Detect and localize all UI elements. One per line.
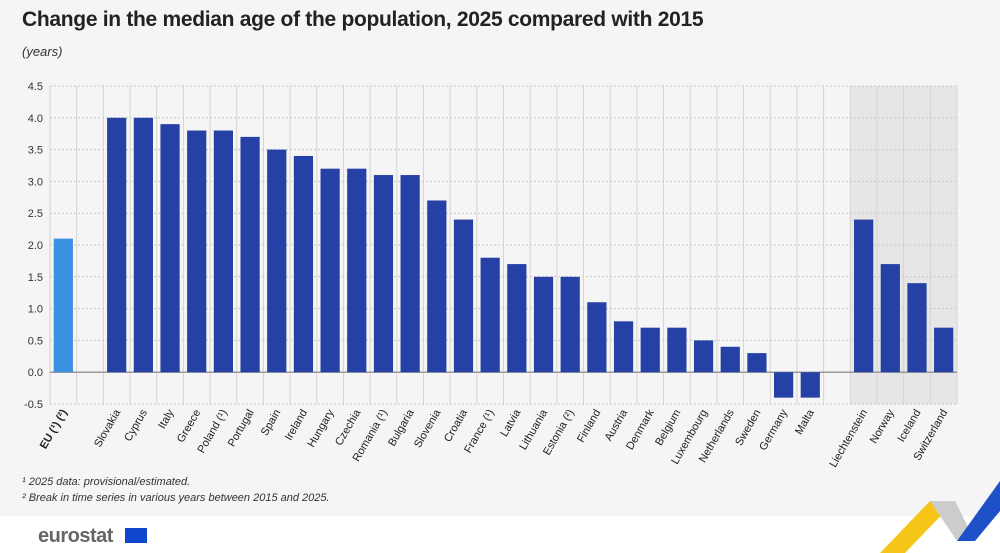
- bar-slovenia: [427, 200, 447, 373]
- bar-sweden: [747, 353, 767, 373]
- x-tick-label: Norway: [868, 407, 897, 446]
- bar-switzerland: [934, 327, 954, 373]
- bar-lithuania: [533, 276, 554, 373]
- bar-bulgaria: [400, 175, 420, 373]
- eu-flag-icon: [125, 528, 147, 543]
- footnote-2: ² Break in time series in various years …: [22, 492, 330, 504]
- bar-ireland: [293, 155, 314, 373]
- bar-romania: [373, 175, 394, 373]
- bar-poland: [213, 130, 234, 373]
- x-tick-label: Italy: [156, 407, 177, 431]
- bar-portugal: [240, 136, 260, 373]
- y-tick-label: -0.5: [24, 399, 43, 411]
- x-tick-label: EU (¹) (²): [38, 407, 70, 451]
- bar-liechtenstein: [854, 219, 874, 373]
- x-tick-label: Hungary: [306, 407, 337, 449]
- chart-title: Change in the median age of the populati…: [22, 8, 704, 31]
- bar-greece: [187, 130, 207, 373]
- footer: [0, 481, 1000, 553]
- y-tick-label: 2.0: [28, 240, 43, 252]
- x-tick-label: Slovakia: [92, 407, 124, 450]
- bar-estonia: [560, 276, 580, 373]
- y-tick-label: 3.0: [28, 176, 43, 188]
- bar-malta: [800, 372, 820, 398]
- bar-croatia: [453, 219, 474, 373]
- x-tick-label: Slovenia: [412, 407, 444, 450]
- bar-netherlands: [720, 346, 740, 373]
- x-tick-label: Cyprus: [122, 407, 150, 444]
- x-tick-label: Greece: [175, 408, 203, 445]
- y-tick-label: 4.0: [28, 113, 43, 125]
- y-axis-unit: (years): [22, 44, 63, 59]
- x-tick-label: Spain: [259, 408, 283, 438]
- bar-spain: [267, 149, 287, 373]
- bar-finland: [587, 302, 607, 373]
- y-tick-label: 4.5: [28, 81, 43, 93]
- y-tick-label: 0.5: [28, 335, 43, 347]
- y-tick-label: 2.5: [28, 208, 43, 220]
- bar-luxembourg: [693, 340, 714, 373]
- bar-belgium: [667, 327, 687, 373]
- bar-italy: [160, 124, 180, 373]
- x-tick-label: Iceland: [895, 408, 923, 445]
- bar-slovakia: [107, 117, 127, 373]
- y-tick-label: 0.0: [28, 367, 43, 379]
- bar-latvia: [507, 264, 527, 373]
- y-tick-label: 1.5: [28, 272, 43, 284]
- eurostat-decoration-icon: [880, 481, 1000, 553]
- bar-cyprus: [133, 117, 153, 373]
- footnote-1: ¹ 2025 data: provisional/estimated.: [22, 476, 191, 488]
- bar-france: [480, 257, 500, 373]
- x-tick-label: Finland: [575, 408, 603, 445]
- y-tick-label: 3.5: [28, 145, 43, 157]
- x-tick-label: Croatia: [442, 407, 471, 444]
- x-tick-label: Austria: [603, 407, 631, 443]
- eurostat-logo: eurostat: [38, 525, 113, 547]
- bar-czechia: [347, 168, 367, 373]
- x-tick-label: Malta: [793, 407, 817, 437]
- x-tick-label: Latvia: [498, 407, 524, 439]
- y-tick-label: 1.0: [28, 304, 43, 316]
- bar-austria: [613, 321, 634, 373]
- bar-denmark: [640, 327, 660, 373]
- bar-germany: [773, 372, 794, 398]
- bar-iceland: [907, 283, 927, 373]
- bar-norway: [880, 264, 900, 373]
- x-tick-label: Ireland: [283, 408, 310, 443]
- bar-hungary: [320, 168, 340, 373]
- bar-eu: [53, 238, 73, 373]
- bar-chart: 4.5 4.0 3.5 3.0 2.5 2.0 1.5 1.0 0.5 0.0 -0.5EU (¹)…: [24, 81, 958, 470]
- x-tick-label: Portugal: [226, 408, 257, 449]
